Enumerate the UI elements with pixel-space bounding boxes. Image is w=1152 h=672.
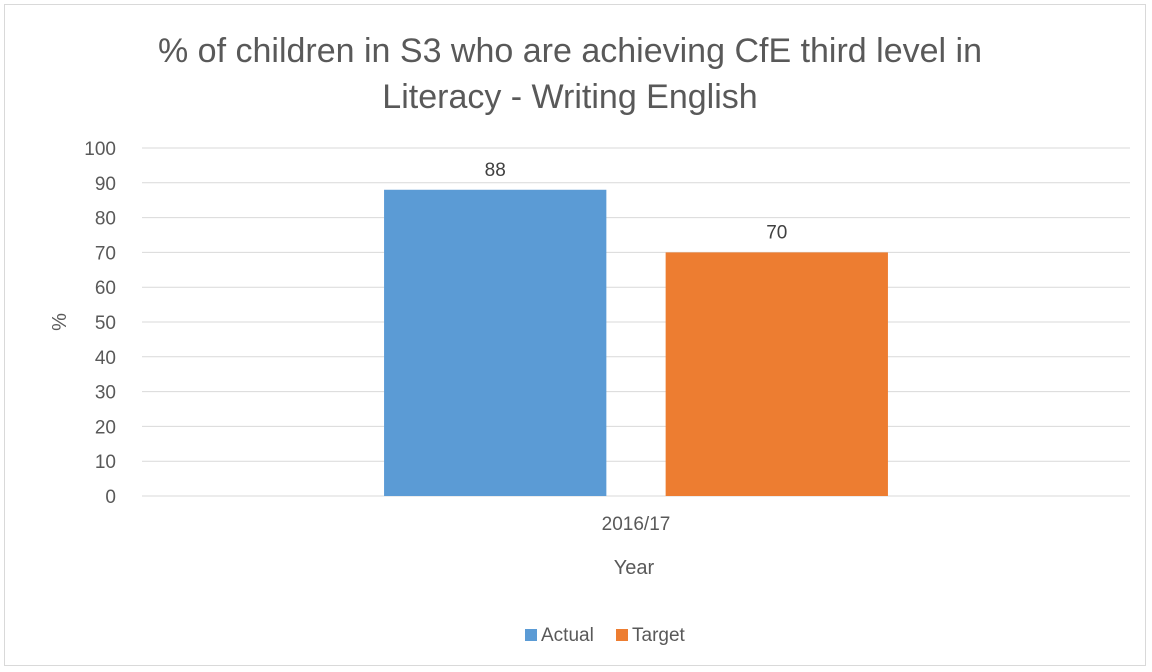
- legend-label-target: Target: [632, 625, 686, 646]
- y-tick-label: 10: [95, 452, 116, 473]
- y-tick-label: 50: [95, 313, 116, 334]
- chart-title-line-1: % of children in S3 who are achieving Cf…: [158, 32, 982, 70]
- legend-swatch-target: [616, 629, 628, 641]
- y-tick-label: 20: [95, 417, 116, 438]
- y-tick-label: 30: [95, 383, 116, 404]
- data-labels: 88 70: [485, 160, 788, 244]
- y-axis-ticks: 0 10 20 30 40 50 60 70 80 90 100: [84, 139, 116, 508]
- y-tick-label: 40: [95, 348, 116, 369]
- data-label-target: 70: [766, 222, 787, 243]
- y-tick-label: 0: [105, 487, 116, 508]
- legend-swatch-actual: [525, 629, 537, 641]
- bar-actual: [384, 189, 607, 496]
- y-tick-label: 100: [84, 139, 116, 160]
- y-tick-label: 60: [95, 278, 116, 299]
- legend-label-actual: Actual: [541, 625, 594, 646]
- y-tick-label: 80: [95, 209, 116, 230]
- x-axis-ticks: 2016/17: [602, 514, 671, 535]
- bar-target: [665, 252, 888, 496]
- x-axis-title: Year: [614, 557, 655, 579]
- y-tick-label: 90: [95, 174, 116, 195]
- legend: Actual Target: [525, 625, 686, 646]
- y-axis-title: %: [49, 313, 71, 331]
- chart-title-line-2: Literacy - Writing English: [382, 78, 757, 116]
- bars: [384, 189, 888, 496]
- y-tick-label: 70: [95, 243, 116, 264]
- data-label-actual: 88: [485, 160, 506, 181]
- x-tick-label: 2016/17: [602, 514, 671, 535]
- gridlines: [142, 147, 1130, 497]
